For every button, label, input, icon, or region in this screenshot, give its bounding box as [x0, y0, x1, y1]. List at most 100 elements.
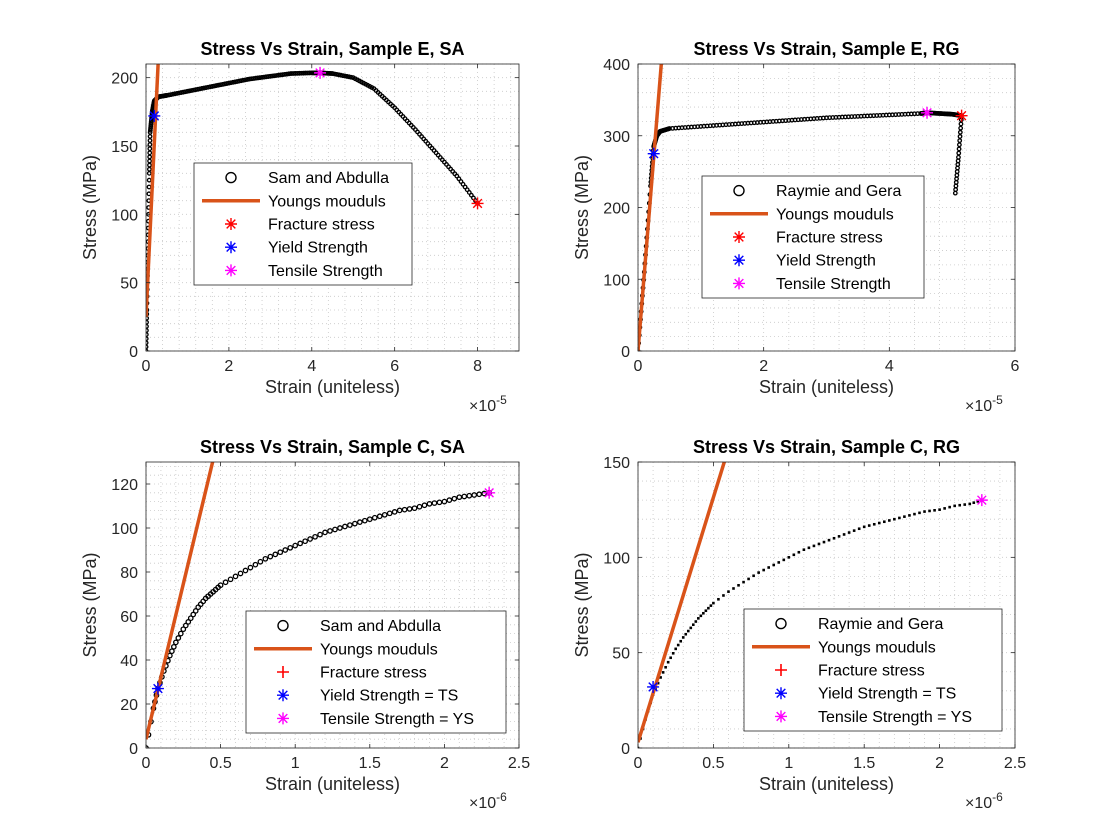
data-point — [669, 656, 672, 660]
data-point — [276, 72, 282, 78]
data-point — [956, 146, 962, 152]
data-point — [346, 74, 352, 80]
y-tick-label: 300 — [603, 129, 630, 146]
x-tick-label: 2 — [759, 358, 768, 375]
legend: Sam and Abdulla Youngs mouduls Fracture st… — [245, 610, 507, 734]
data-point — [712, 601, 715, 605]
y-tick-label: 60 — [120, 609, 138, 626]
data-point — [252, 561, 259, 568]
special-marker-tensile-strength-ys — [483, 486, 496, 499]
y-tick-label: 200 — [603, 201, 630, 218]
data-point — [245, 77, 250, 82]
data-point — [199, 86, 205, 91]
data-point — [190, 611, 197, 618]
data-point — [411, 505, 418, 512]
data-point — [752, 574, 755, 578]
youngs-modulus-line — [146, 64, 160, 317]
data-point — [872, 522, 876, 526]
data-point — [262, 555, 269, 562]
data-point — [972, 501, 976, 504]
legend-label: Youngs mouduls — [320, 641, 438, 658]
data-point — [671, 652, 675, 655]
data-point — [401, 506, 408, 513]
data-point — [189, 88, 194, 93]
data-point — [287, 544, 294, 551]
data-point — [732, 587, 735, 590]
x-exponent-label: ×10-6 — [469, 790, 507, 812]
data-point — [267, 553, 274, 560]
legend-label: Yield Strength = TS — [818, 686, 956, 703]
data-point — [284, 71, 290, 77]
x-tick-label: 2.5 — [1004, 755, 1026, 772]
y-axis-label: Stress (MPa) — [572, 552, 592, 657]
data-point — [958, 503, 962, 507]
data-point — [332, 71, 337, 77]
data-point — [332, 526, 338, 533]
x-exponent-power: -6 — [992, 790, 1003, 804]
data-point — [240, 77, 246, 83]
data-point — [172, 639, 179, 646]
data-point — [837, 535, 841, 538]
data-point — [340, 73, 346, 79]
x-tick-label: 4 — [885, 358, 894, 375]
data-point — [862, 525, 866, 529]
data-point — [232, 573, 239, 580]
x-exponent-power: -6 — [496, 790, 507, 804]
legend-marker-icon — [277, 689, 289, 702]
x-tick-label: 0 — [634, 358, 643, 375]
subplot-2: 0 2 4 6 0 100 200 300 400 Stress Vs Strain, Sampl… — [572, 39, 1020, 415]
y-tick-label: 20 — [120, 697, 138, 714]
data-point — [172, 91, 178, 97]
data-point — [727, 590, 730, 593]
data-point — [976, 500, 980, 503]
data-point — [227, 576, 234, 583]
x-exponent-label: ×10-5 — [965, 393, 1003, 415]
data-point — [747, 577, 750, 581]
y-tick-label: 150 — [603, 455, 630, 472]
data-point — [282, 71, 288, 77]
data-point — [471, 492, 478, 498]
data-point — [406, 506, 413, 512]
legend: Raymie and Gera Youngs mouduls Fracture st… — [743, 608, 1003, 732]
data-point — [958, 125, 964, 131]
data-point — [767, 566, 770, 569]
special-marker-yield-strength — [647, 147, 660, 160]
data-point — [228, 80, 234, 86]
data-point — [691, 623, 695, 627]
legend-label: Raymie and Gera — [776, 183, 901, 200]
data-point — [757, 571, 760, 574]
subplot-1: 0 2 4 6 8 0 50 100 150 200 Stress Vs Strain, Sampl… — [80, 39, 520, 415]
y-tick-label: 200 — [111, 71, 138, 88]
y-tick-label: 400 — [603, 57, 630, 74]
data-point — [441, 498, 448, 505]
y-tick-label: 0 — [129, 344, 138, 361]
legend-marker-icon — [277, 712, 289, 725]
x-axis-label: Strain (uniteless) — [759, 377, 894, 397]
data-point — [222, 579, 229, 586]
data-point — [699, 614, 703, 618]
special-marker-tensile-strength — [314, 66, 327, 79]
data-point — [689, 626, 693, 630]
data-point — [956, 142, 962, 148]
legend-marker-icon — [225, 241, 237, 254]
data-point — [237, 570, 244, 577]
data-point — [957, 129, 963, 135]
legend: Raymie and Gera Youngs mouduls Fracture st… — [701, 175, 925, 299]
data-point — [661, 671, 665, 674]
legend-label: Yield Strength = TS — [320, 688, 458, 705]
data-point — [827, 538, 831, 542]
data-point — [243, 77, 248, 83]
data-point — [272, 73, 277, 79]
data-point — [168, 92, 174, 98]
data-point — [357, 519, 363, 525]
x-axis-label: Strain (uniteless) — [265, 774, 400, 794]
data-point — [214, 83, 219, 89]
data-point — [344, 74, 350, 79]
x-exponent-power: -5 — [992, 393, 1003, 407]
data-point — [277, 549, 284, 556]
legend-label: Tensile Strength — [268, 263, 383, 280]
data-point — [232, 79, 238, 85]
legend-label: Youngs mouduls — [818, 639, 936, 656]
data-point — [659, 676, 662, 679]
